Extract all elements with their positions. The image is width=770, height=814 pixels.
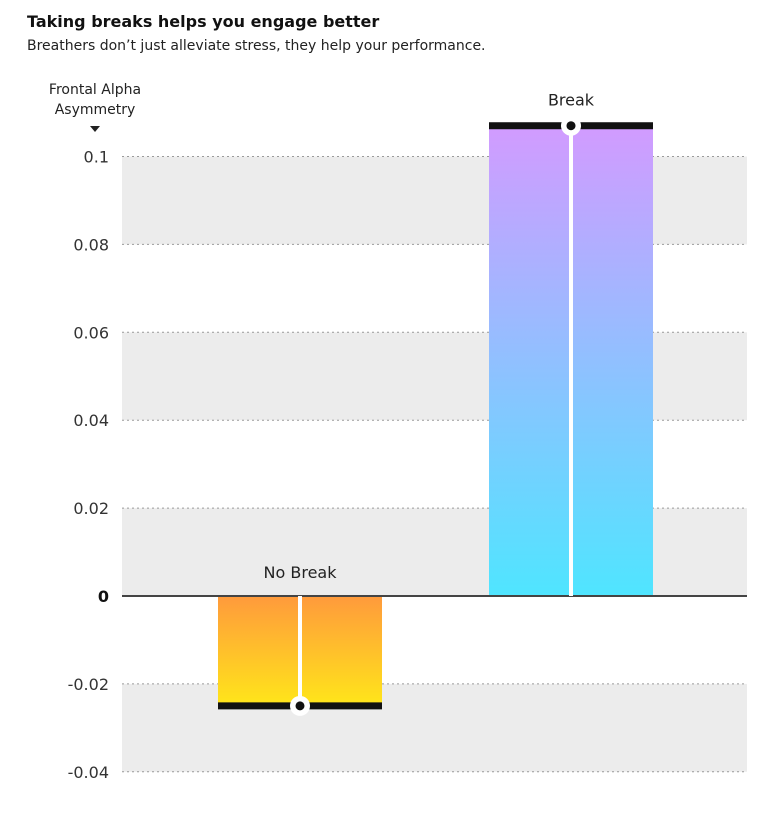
- bar-marker-dot: [295, 701, 305, 711]
- y-tick-label: 0.08: [73, 235, 109, 254]
- y-tick-label: 0: [98, 587, 109, 606]
- bar-marker-dot: [566, 121, 576, 131]
- grid-band: [122, 683, 747, 772]
- grid-band: [122, 156, 747, 245]
- grid-lines: [122, 156, 747, 773]
- y-tick-labels: 0.1 0.08 0.06 0.04 0.02 0 -0.02 -0.04: [68, 148, 109, 782]
- y-axis-label: Frontal Alpha Asymmetry: [20, 80, 170, 120]
- y-tick-label: -0.04: [68, 763, 109, 782]
- y-axis-label-line-2: Asymmetry: [54, 102, 136, 118]
- category-label: Break: [548, 91, 595, 110]
- category-labels: No Break Break: [264, 91, 595, 582]
- grid-band: [122, 332, 747, 421]
- chart-title: Taking breaks helps you engage better: [27, 12, 380, 31]
- y-axis-label-line-1: Frontal Alpha: [48, 82, 142, 98]
- grid-bands: [122, 156, 747, 772]
- y-tick-label: 0.06: [73, 323, 109, 342]
- grid-band: [122, 508, 747, 596]
- y-axis-indicator-icon: [90, 126, 100, 132]
- y-tick-label: 0.02: [73, 499, 109, 518]
- y-tick-label: -0.02: [68, 675, 109, 694]
- y-tick-label: 0.04: [73, 411, 109, 430]
- chart-subtitle: Breathers don’t just alleviate stress, t…: [27, 38, 486, 54]
- bar-markers: [218, 115, 653, 716]
- category-label: No Break: [264, 563, 338, 582]
- y-tick-label: 0.1: [84, 148, 109, 167]
